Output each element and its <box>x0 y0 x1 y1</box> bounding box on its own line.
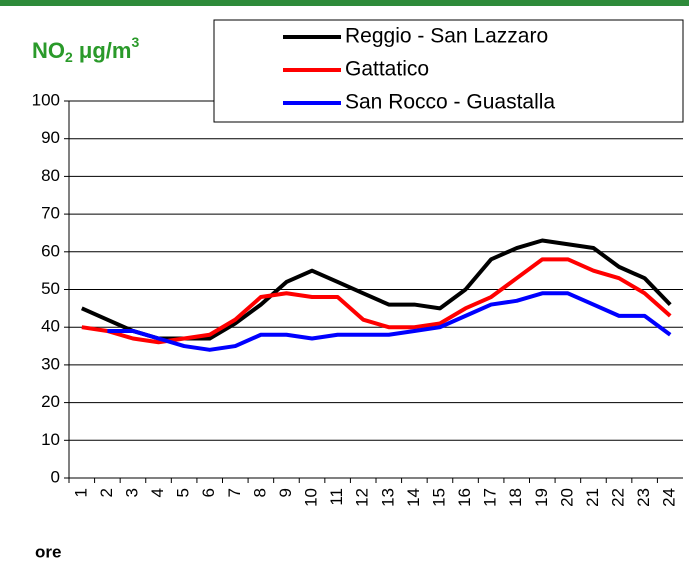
y-tick-label: 50 <box>41 279 60 298</box>
x-tick-label: 5 <box>174 488 193 497</box>
header-band <box>0 0 689 6</box>
x-tick-label: 19 <box>532 488 551 507</box>
y-tick-label: 60 <box>41 241 60 260</box>
x-tick-label: 18 <box>506 488 525 507</box>
x-tick-label: 8 <box>250 488 269 497</box>
legend-label: Gattatico <box>345 58 429 81</box>
x-tick-label: 21 <box>583 488 602 507</box>
title-sub: 2 <box>65 49 73 65</box>
series-line <box>107 291 672 352</box>
x-tick-label: 24 <box>660 488 679 507</box>
x-tick-label: 17 <box>481 488 500 507</box>
x-tick-label: 7 <box>225 488 244 497</box>
x-tick-label: 3 <box>122 488 141 497</box>
legend-label: San Rocco - Guastalla <box>345 91 555 114</box>
x-tick-label: 6 <box>199 488 218 497</box>
x-tick-label: 14 <box>404 488 423 507</box>
x-tick-label: 13 <box>378 488 397 507</box>
chart-title: NO2 μg/m3 <box>32 34 139 65</box>
y-tick-label: 100 <box>32 90 60 109</box>
legend: Reggio - San Lazzaro Gattatico San Rocco -… <box>213 19 684 123</box>
x-tick-label: 15 <box>429 488 448 507</box>
x-tick-label: 11 <box>327 488 346 506</box>
x-tick-label: 12 <box>353 488 372 507</box>
x-tick-label: 1 <box>71 488 90 497</box>
y-tick-label: 0 <box>51 467 60 486</box>
title-unit: μg/m <box>73 38 132 63</box>
y-tick-label: 80 <box>41 166 60 185</box>
legend-label: Reggio - San Lazzaro <box>345 25 548 48</box>
y-tick-label: 90 <box>41 128 60 147</box>
title-base: NO <box>32 38 65 63</box>
x-tick-label: 9 <box>276 488 295 497</box>
x-tick-label: 16 <box>455 488 474 507</box>
title-sup: 3 <box>131 34 139 50</box>
x-axis-label: ore <box>35 542 61 561</box>
x-tick-label: 22 <box>609 488 628 507</box>
x-tick-label: 20 <box>557 488 576 507</box>
series-line <box>81 257 672 345</box>
y-tick-label: 30 <box>41 354 60 373</box>
y-tick-label: 20 <box>41 392 60 411</box>
x-tick-label: 2 <box>97 488 116 497</box>
y-tick-label: 70 <box>41 204 60 223</box>
x-tick-label: 23 <box>634 488 653 507</box>
x-tick-label: 4 <box>148 488 167 497</box>
y-tick-label: 40 <box>41 317 60 336</box>
x-tick-label: 10 <box>302 488 321 507</box>
y-tick-label: 10 <box>41 430 60 449</box>
